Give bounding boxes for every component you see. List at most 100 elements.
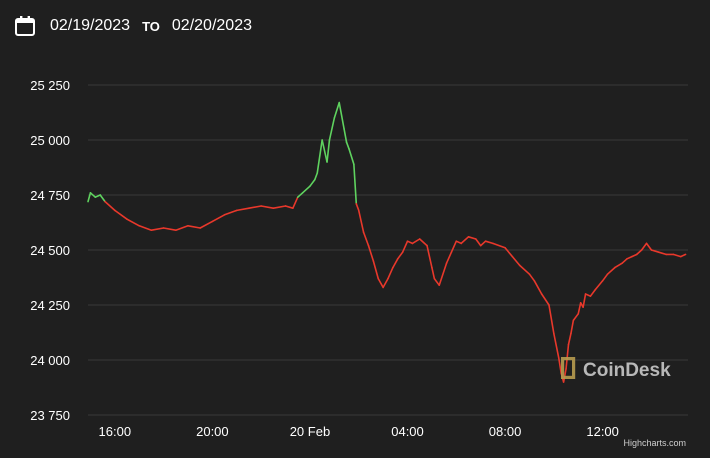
price-segment xyxy=(328,117,336,141)
price-segment xyxy=(345,141,350,150)
price-segment xyxy=(557,356,562,375)
price-segment xyxy=(126,218,141,227)
price-segment xyxy=(511,255,521,267)
price-segment xyxy=(606,266,616,276)
price-segment xyxy=(601,273,609,282)
price-segment xyxy=(562,367,567,383)
price-segment xyxy=(333,101,341,119)
price-segment xyxy=(626,255,633,260)
price-segment xyxy=(343,128,348,143)
y-tick-label: 24 250 xyxy=(30,298,70,313)
y-tick-label: 25 250 xyxy=(30,78,70,93)
price-segment xyxy=(645,242,653,251)
x-tick-label: 16:00 xyxy=(99,424,132,439)
price-segment xyxy=(518,264,531,276)
price-segment xyxy=(565,343,570,370)
price-segment xyxy=(260,205,275,209)
price-segment xyxy=(582,293,587,309)
price-segment xyxy=(223,209,238,216)
price-segment xyxy=(548,304,555,335)
price-segment xyxy=(235,207,250,212)
price-segment xyxy=(87,192,92,203)
x-tick-label: 20:00 xyxy=(196,424,229,439)
price-segment xyxy=(426,244,433,269)
price-segment xyxy=(411,238,421,245)
price-segment xyxy=(114,209,128,220)
watermark-text: CoinDesk xyxy=(583,360,671,381)
price-segment xyxy=(292,196,299,209)
price-segment xyxy=(570,319,575,335)
highcharts-credit[interactable]: Highcharts.com xyxy=(623,438,686,448)
price-segment xyxy=(553,332,560,359)
price-segment xyxy=(475,238,482,247)
price-segment xyxy=(199,220,214,229)
y-tick-label: 23 750 xyxy=(30,408,70,423)
price-segment xyxy=(484,240,494,245)
price-segment xyxy=(316,139,323,174)
price-segment xyxy=(572,312,580,322)
x-axis-ticks: 16:00 20:00 20 Feb 04:00 08:00 12:00 xyxy=(99,424,619,439)
price-segment xyxy=(467,236,477,240)
price-segment xyxy=(479,240,487,247)
price-segment xyxy=(367,244,375,262)
x-tick-label: 20 Feb xyxy=(290,424,330,439)
price-segment xyxy=(104,200,116,212)
price-segment xyxy=(99,194,106,203)
price-segment xyxy=(326,139,331,163)
price-segment xyxy=(540,293,550,306)
price-segment xyxy=(94,194,101,198)
price-segment xyxy=(382,277,389,289)
x-tick-label: 12:00 xyxy=(586,424,619,439)
price-segment xyxy=(211,214,226,223)
price-segment xyxy=(138,225,153,231)
price-segment xyxy=(392,257,399,269)
price-segment xyxy=(284,205,294,209)
price-segment xyxy=(162,227,177,231)
price-segment xyxy=(614,262,623,269)
price-segment xyxy=(504,247,514,258)
price-segment xyxy=(338,101,345,130)
calendar-icon[interactable] xyxy=(14,15,36,37)
y-axis-ticks: 25 250 25 000 24 750 24 500 24 250 24 000 23 7… xyxy=(30,78,70,423)
price-segment xyxy=(372,260,380,280)
x-tick-label: 08:00 xyxy=(489,424,522,439)
price-segment xyxy=(635,249,643,256)
price-segment xyxy=(455,240,462,245)
y-tick-label: 24 500 xyxy=(30,243,70,258)
price-segment xyxy=(650,249,660,253)
grid-lines xyxy=(88,84,688,416)
price-segment xyxy=(377,277,384,289)
price-segment xyxy=(348,148,355,165)
price-segment xyxy=(450,240,458,253)
price-segment xyxy=(355,203,360,212)
price-segment xyxy=(594,279,604,291)
y-tick-label: 24 000 xyxy=(30,353,70,368)
price-segment xyxy=(621,257,628,265)
price-segment xyxy=(567,332,572,346)
price-segment xyxy=(314,172,319,181)
to-label: TO xyxy=(142,18,160,34)
price-segment xyxy=(438,262,448,287)
price-segment xyxy=(589,288,597,298)
price-segment xyxy=(401,240,409,253)
y-tick-label: 24 750 xyxy=(30,188,70,203)
price-segment xyxy=(640,242,648,251)
price-segment xyxy=(362,231,370,247)
price-segment xyxy=(460,236,470,245)
price-segment xyxy=(657,251,667,256)
price-segment xyxy=(679,253,687,258)
end-date[interactable]: 02/20/2023 xyxy=(171,17,252,34)
price-segment xyxy=(296,192,304,198)
price-segment xyxy=(433,277,441,287)
price-segment xyxy=(272,205,287,209)
price-segment xyxy=(309,178,316,187)
price-segment xyxy=(431,266,436,280)
price-segment xyxy=(577,301,582,315)
start-date[interactable]: 02/19/2023 xyxy=(50,17,131,34)
price-segment xyxy=(418,238,428,247)
price-segment xyxy=(396,251,404,260)
price-segment xyxy=(406,240,414,245)
coindesk-watermark: CoinDesk xyxy=(561,357,671,381)
price-segment xyxy=(492,242,506,249)
